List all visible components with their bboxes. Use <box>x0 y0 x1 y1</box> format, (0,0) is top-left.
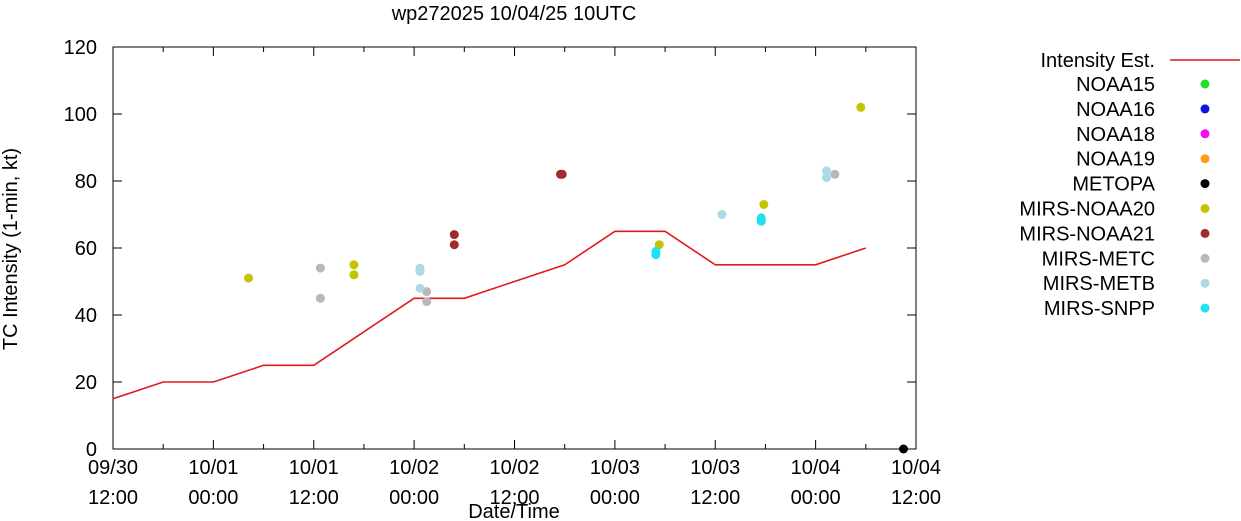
point-mirs-metb <box>822 166 831 176</box>
x-tick-label-time: 12:00 <box>289 487 339 509</box>
point-mirs-metc <box>830 169 840 179</box>
legend-swatch-mirs-snpp <box>1200 303 1210 313</box>
x-tick-label-date: 10/02 <box>389 457 439 479</box>
point-mirs-metc <box>315 293 325 303</box>
x-tick-label-time: 00:00 <box>590 487 640 509</box>
point-mirs-metb <box>415 267 425 276</box>
x-tick-label-date: 10/01 <box>289 457 339 479</box>
point-mirs-snpp <box>651 246 661 256</box>
x-tick-label-time: 00:00 <box>188 487 238 509</box>
legend-swatch-noaa19 <box>1200 154 1210 164</box>
plot-area <box>112 102 908 454</box>
legend-swatch-mirs-noaa20 <box>1200 204 1210 213</box>
x-tick-label-time: 12:00 <box>690 487 740 509</box>
y-tick-label: 80 <box>75 171 97 193</box>
legend-label-metopa: METOPA <box>1072 174 1155 196</box>
point-mirs-snpp <box>756 216 766 226</box>
y-tick-label: 20 <box>75 372 97 394</box>
axes: 0 20 40 60 80 100 120 09/30 12:00 10/01 00:00 10/01… <box>64 37 941 509</box>
legend-swatch-mirs-metb <box>1200 278 1210 288</box>
legend: Intensity Est.NOAA15 NOAA16 NOAA18 NOAA19 ME… <box>1019 50 1240 320</box>
point-mirs-noaa20 <box>654 240 664 250</box>
chart-title: wp272025 10/04/25 10UTC <box>391 3 637 25</box>
x-axis-label: Date/Time <box>468 501 560 521</box>
point-metopa <box>899 444 908 454</box>
y-tick-label: 60 <box>75 238 97 260</box>
legend-label-noaa19: NOAA19 <box>1076 149 1155 171</box>
point-mirs-noaa20 <box>244 273 253 283</box>
x-tick-label-time: 00:00 <box>389 487 439 509</box>
x-tick-label-date: 09/30 <box>88 457 138 479</box>
point-mirs-noaa21 <box>557 169 567 179</box>
legend-swatch-mirs-metc <box>1200 253 1210 263</box>
x-tick-label-date: 10/03 <box>590 457 640 479</box>
legend-label-mirs-noaa21: MIRS-NOAA21 <box>1019 223 1155 245</box>
x-tick-label-time: 00:00 <box>791 487 841 509</box>
point-mirs-noaa20 <box>759 200 769 209</box>
intensity-est-line <box>112 230 867 400</box>
x-tick-label-time: 12:00 <box>891 487 941 509</box>
point-mirs-noaa20 <box>349 270 359 280</box>
point-mirs-metb <box>822 173 831 183</box>
legend-swatch-metopa <box>1200 179 1210 189</box>
legend-label-mirs-snpp: MIRS-SNPP <box>1044 298 1155 320</box>
x-tick-label-date: 10/02 <box>489 457 539 479</box>
legend-swatch-noaa18 <box>1200 129 1210 139</box>
point-mirs-metc <box>422 297 432 307</box>
legend-label-mirs-noaa20: MIRS-NOAA20 <box>1019 199 1155 221</box>
point-mirs-metb <box>717 210 727 219</box>
x-tick-label-time: 12:00 <box>88 487 138 509</box>
x-tick-label-date: 10/04 <box>891 457 941 479</box>
x-tick-label-date: 10/01 <box>188 457 238 479</box>
x-tick-label-time: 12:00 <box>489 487 539 509</box>
legend-label-noaa18: NOAA18 <box>1076 124 1155 146</box>
y-tick-label: 40 <box>75 305 97 327</box>
legend-label-noaa16: NOAA16 <box>1076 99 1155 121</box>
legend-swatch-noaa15 <box>1200 79 1210 89</box>
legend-label-noaa15: NOAA15 <box>1076 74 1155 96</box>
point-mirs-metb <box>415 283 425 293</box>
point-mirs-noaa20 <box>349 260 359 270</box>
point-mirs-metc <box>315 263 325 273</box>
plot-frame <box>112 46 917 450</box>
x-tick-label-date: 10/03 <box>690 457 740 479</box>
point-mirs-noaa21 <box>449 240 459 250</box>
point-mirs-noaa21 <box>449 230 459 240</box>
y-axis-label: TC Intensity (1-min, kt) <box>0 148 22 350</box>
y-tick-label: 120 <box>64 37 97 59</box>
legend-label-mirs-metc: MIRS-METC <box>1042 248 1155 270</box>
y-tick-label: 100 <box>64 104 97 126</box>
point-mirs-metc <box>422 287 432 297</box>
x-tick-label-date: 10/04 <box>791 457 841 479</box>
legend-swatch-noaa16 <box>1200 104 1210 114</box>
legend-label-intensity-est: Intensity Est. <box>1041 50 1156 72</box>
y-tick-label: 0 <box>86 439 97 461</box>
point-mirs-noaa20 <box>856 102 866 112</box>
legend-swatch-mirs-noaa21 <box>1200 228 1210 238</box>
legend-label-mirs-metb: MIRS-METB <box>1043 273 1155 295</box>
